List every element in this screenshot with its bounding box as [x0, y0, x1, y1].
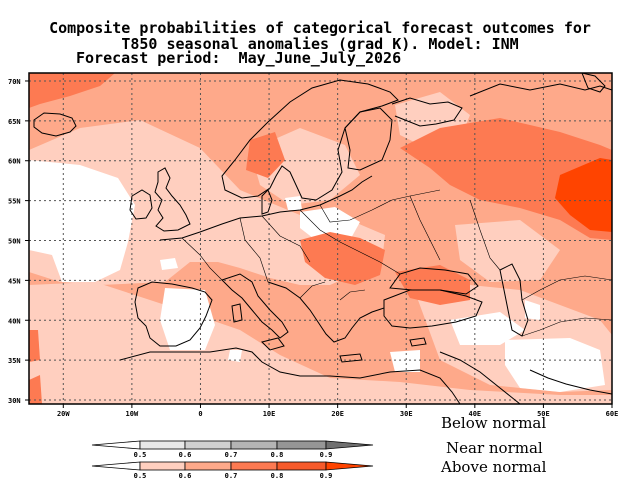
europe-north-coast [159, 175, 373, 241]
novaya-zemlya [581, 73, 606, 93]
legend-above-seg-0 [91, 461, 141, 471]
black-sea-coast [389, 267, 479, 295]
lon-label-20W: 20W [57, 410, 70, 418]
kola-coast [391, 97, 463, 127]
legend-above-seg-3 [230, 461, 278, 471]
legend-below-tick-0: 0.5 [134, 451, 147, 459]
forecast-period: Forecast period: May_June_July_2026 [76, 49, 402, 67]
map-frame [28, 72, 613, 405]
britain-coast [154, 167, 191, 232]
legend-below-label: Below normal [441, 414, 547, 432]
legend-above-seg-1 [139, 461, 186, 471]
lon-label-30E: 30E [400, 410, 413, 418]
legend-above-tick-4: 0.9 [320, 472, 333, 480]
legend-near-label: Near normal [446, 439, 543, 457]
north-africa-coast [119, 347, 461, 404]
north-russia-coast [469, 83, 612, 97]
legend-above-label: Above normal [441, 458, 547, 476]
legend-above-tick-0: 0.5 [134, 472, 147, 480]
denmark-coast [261, 189, 273, 215]
iberia-coast [134, 281, 213, 347]
lon-labels: 20W 10W 0 10E 20E 30E 40E 50E 60E [57, 404, 618, 418]
lat-label-30N: 30N [8, 397, 21, 405]
legend-above-seg-5 [325, 461, 374, 471]
lat-label-45N: 45N [8, 277, 21, 285]
legend-above-seg-4 [276, 461, 327, 471]
legend-above-tick-1: 0.6 [179, 472, 192, 480]
shade-medium-zones [29, 73, 612, 404]
legend-below-tick-1: 0.6 [179, 451, 192, 459]
lon-label-20E: 20E [331, 410, 344, 418]
legend-above-bar [91, 461, 374, 471]
lat-label-35N: 35N [8, 357, 21, 365]
probability-shading [29, 73, 612, 404]
lat-label-60N: 60N [8, 158, 21, 166]
balkans-coast [267, 281, 385, 343]
legend-below-seg-5 [325, 440, 374, 450]
lat-labels: 70N 65N 60N 55N 50N 45N 40N 35N 30N [8, 78, 29, 405]
lon-label-10E: 10E [263, 410, 276, 418]
lon-label-60E: 60E [606, 410, 619, 418]
italy-coast [221, 273, 289, 339]
crete-coast [339, 353, 363, 363]
legend-above-seg-2 [184, 461, 232, 471]
legend-above-tick-2: 0.7 [225, 472, 238, 480]
lon-label-40E: 40E [468, 410, 481, 418]
shade-strong-zones [555, 158, 612, 232]
ireland-coast [129, 189, 153, 220]
legend-above-tick-3: 0.8 [271, 472, 284, 480]
sicily-coast [261, 337, 285, 351]
legend-below-seg-3 [230, 440, 278, 450]
lon-label-50E: 50E [537, 410, 550, 418]
lat-label-65N: 65N [8, 118, 21, 126]
legend-below-tick-3: 0.8 [271, 451, 284, 459]
finland-coast [344, 107, 393, 171]
persian-gulf-coast [529, 369, 612, 395]
legend-ticks: 0.5 0.6 0.7 0.8 0.9 0.5 0.6 0.7 0.8 0.9 [134, 451, 333, 480]
borders [181, 189, 612, 337]
legend-below-seg-4 [276, 440, 327, 450]
legend-below-seg-0 [91, 440, 141, 450]
title-line-2: T850 seasonal anomalies (grad K). Model:… [121, 35, 519, 53]
caspian-coast [499, 263, 529, 337]
lon-label-0: 0 [198, 410, 202, 418]
sardinia-coast [231, 303, 243, 323]
legend-below-seg-1 [139, 440, 186, 450]
title-line-1: Composite probabilities of categorical f… [49, 19, 591, 37]
iceland-coast [33, 112, 77, 137]
lon-label-10W: 10W [126, 410, 139, 418]
cyprus-coast [409, 337, 427, 347]
shade-white-zones [29, 160, 605, 392]
legend-below-seg-2 [184, 440, 232, 450]
legend-below-bar [91, 440, 374, 450]
lat-label-40N: 40N [8, 317, 21, 325]
lat-label-50N: 50N [8, 237, 21, 245]
lat-label-70N: 70N [8, 78, 21, 86]
coastlines [33, 73, 612, 404]
lat-label-55N: 55N [8, 198, 21, 206]
legend-below-tick-2: 0.7 [225, 451, 238, 459]
arabia-coast [439, 351, 521, 404]
legend-below-tick-4: 0.9 [320, 451, 333, 459]
